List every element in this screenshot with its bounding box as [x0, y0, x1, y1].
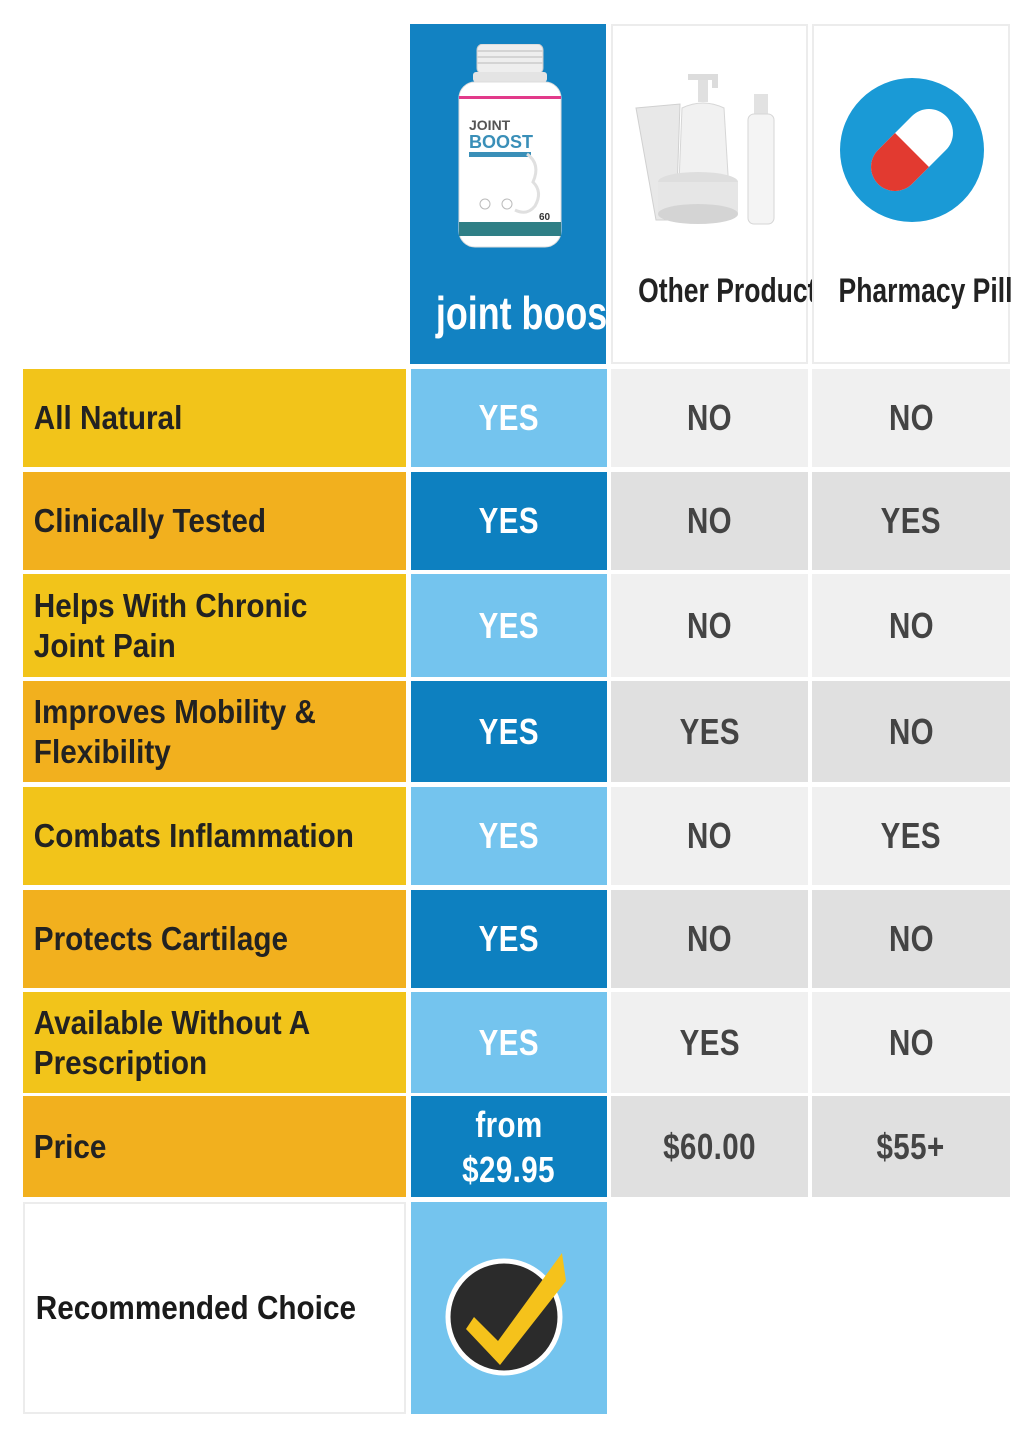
jointboost-value-cell: YES	[411, 472, 607, 570]
jointboost-value: YES	[478, 397, 540, 438]
jointboost-value: YES	[478, 604, 540, 646]
feature-label-cell: Helps With Chronic Joint Pain	[23, 574, 406, 677]
other-product-header: Other Product	[611, 24, 817, 364]
other-product-value-cell: NO	[611, 472, 808, 570]
pharmacy-pill-header: Pharmacy Pill	[812, 24, 1013, 364]
feature-label-cell: Clinically Tested	[23, 472, 406, 570]
feature-label: Combats Inflammation	[33, 817, 354, 855]
feature-label: All Natural	[33, 399, 183, 437]
jointboost-price-prefix: from	[475, 1103, 543, 1145]
other-product-value-cell: NO	[611, 369, 808, 467]
other-product-value: YES	[679, 710, 740, 752]
bottle-brand-line1: JOINT	[469, 117, 511, 133]
feature-label-cell: Combats Inflammation	[23, 787, 406, 885]
bottle-brand-line2: BOOST	[469, 132, 533, 152]
other-product-price: $60.00	[663, 1125, 756, 1167]
jointboost-bottle-image: JOINT BOOST 60	[458, 44, 562, 248]
other-product-value: YES	[679, 1021, 740, 1063]
jointboost-value: YES	[478, 918, 540, 959]
jointboost-header: JOINT BOOST 60 joint boost	[410, 24, 620, 364]
jointboost-value: YES	[478, 815, 540, 856]
other-product-value-cell: NO	[611, 574, 808, 677]
pharmacy-pill-value: NO	[888, 918, 934, 959]
feature-label: Protects Cartilage	[33, 920, 288, 958]
price-label-cell: Price	[23, 1096, 406, 1197]
pharmacy-pill-value-cell: NO	[812, 369, 1010, 467]
pharmacy-pill-value: NO	[888, 710, 934, 752]
feature-label: Available Without A Prescription	[33, 1003, 310, 1081]
bottle-badge-icon	[501, 198, 513, 210]
other-product-value-cell: NO	[611, 890, 808, 988]
jointboost-value-cell: YES	[411, 369, 607, 467]
feature-label-cell: All Natural	[23, 369, 406, 467]
other-product-value: NO	[686, 500, 733, 541]
jointboost-price-value: $29.95	[462, 1148, 556, 1190]
cosmetic-bottles-image	[635, 74, 775, 225]
pharmacy-pill-value-cell: YES	[812, 787, 1010, 885]
pharmacy-pill-value-cell: NO	[812, 992, 1010, 1093]
pharmacy-pill-value: NO	[888, 604, 934, 646]
other-product-price-cell: $60.00	[611, 1096, 808, 1197]
jointboost-value-cell: YES	[411, 681, 607, 782]
feature-label-cell: Available Without A Prescription	[23, 992, 406, 1093]
pharmacy-pill-value-cell: YES	[812, 472, 1010, 570]
feature-label: Clinically Tested	[33, 502, 266, 540]
feature-label: Improves Mobility & Flexibility	[33, 692, 317, 770]
bottle-count: 60	[539, 212, 551, 223]
other-product-value-cell: NO	[611, 787, 808, 885]
jointboost-value: YES	[478, 500, 540, 541]
pharmacy-pill-value: YES	[880, 815, 942, 856]
other-product-value: NO	[686, 604, 733, 646]
jointboost-value: YES	[478, 1021, 540, 1063]
bottle-badge-icon	[479, 198, 491, 210]
jointboost-price-cell: from $29.95	[411, 1096, 607, 1197]
jointboost-value-cell: YES	[411, 574, 607, 677]
feature-label-cell: Improves Mobility & Flexibility	[23, 681, 406, 782]
jointboost-value-cell: YES	[411, 787, 607, 885]
other-product-value: NO	[686, 918, 733, 959]
pill-icon	[840, 78, 984, 222]
pharmacy-pill-value-cell: NO	[812, 890, 1010, 988]
pharmacy-pill-value-cell: NO	[812, 574, 1010, 677]
other-product-value-cell: YES	[611, 992, 808, 1093]
pharmacy-pill-title: Pharmacy Pill	[838, 272, 1013, 310]
recommended-label: Recommended Choice	[35, 1289, 356, 1327]
feature-label: Helps With Chronic Joint Pain	[33, 586, 308, 664]
jointboost-value: YES	[478, 710, 540, 752]
other-product-value: NO	[686, 397, 733, 438]
other-product-title: Other Product	[638, 272, 817, 310]
other-product-value-cell: YES	[611, 681, 808, 782]
pharmacy-pill-value: NO	[888, 397, 934, 438]
recommended-label-cell: Recommended Choice	[23, 1202, 406, 1414]
checkmark-icon	[445, 1253, 566, 1376]
feature-label-cell: Protects Cartilage	[23, 890, 406, 988]
pharmacy-pill-value: NO	[888, 1021, 934, 1063]
price-label: Price	[33, 1127, 107, 1165]
other-product-value: NO	[686, 815, 733, 856]
pharmacy-pill-price-cell: $55+	[812, 1096, 1010, 1197]
recommended-check-cell	[411, 1202, 607, 1414]
pharmacy-pill-value: YES	[880, 500, 942, 541]
pharmacy-pill-value-cell: NO	[812, 681, 1010, 782]
pharmacy-pill-price: $55+	[876, 1125, 946, 1167]
jointboost-name: joint boost	[435, 287, 620, 339]
jointboost-value-cell: YES	[411, 890, 607, 988]
jointboost-value-cell: YES	[411, 992, 607, 1093]
